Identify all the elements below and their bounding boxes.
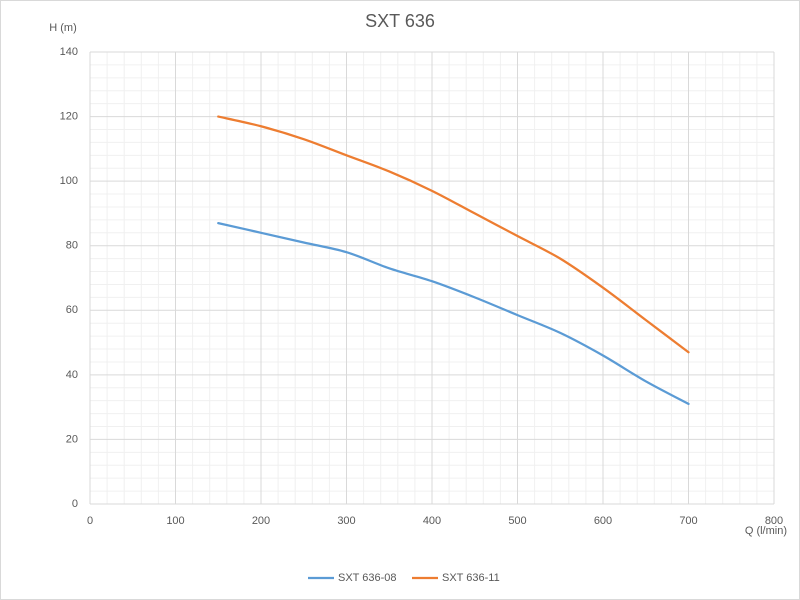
x-tick-label: 500 xyxy=(508,515,526,527)
y-tick-label: 40 xyxy=(66,369,78,381)
y-tick-label: 120 xyxy=(60,110,78,122)
x-tick-label: 200 xyxy=(252,515,270,527)
x-tick-label: 300 xyxy=(337,515,355,527)
x-axis-label: Q (l/min) xyxy=(745,525,787,537)
x-tick-label: 0 xyxy=(87,515,93,527)
line-series xyxy=(217,221,690,406)
legend-label: SXT 636-08 xyxy=(338,572,397,584)
x-tick-label: 100 xyxy=(166,515,184,527)
x-tick-label: 400 xyxy=(423,515,441,527)
x-tick-label: 700 xyxy=(679,515,697,527)
x-tick-label: 600 xyxy=(594,515,612,527)
y-tick-label: 0 xyxy=(72,498,78,510)
y-axis-label: H (m) xyxy=(49,22,77,34)
chart-title: SXT 636 xyxy=(365,11,435,31)
y-tick-label: 20 xyxy=(66,433,78,445)
legend-label: SXT 636-11 xyxy=(442,572,500,584)
line-series xyxy=(217,115,690,354)
y-tick-label: 80 xyxy=(66,240,78,252)
x-tick-label: 800 xyxy=(765,515,783,527)
y-tick-label: 140 xyxy=(60,46,78,58)
y-tick-label: 60 xyxy=(66,304,78,316)
y-tick-label: 100 xyxy=(60,175,78,187)
